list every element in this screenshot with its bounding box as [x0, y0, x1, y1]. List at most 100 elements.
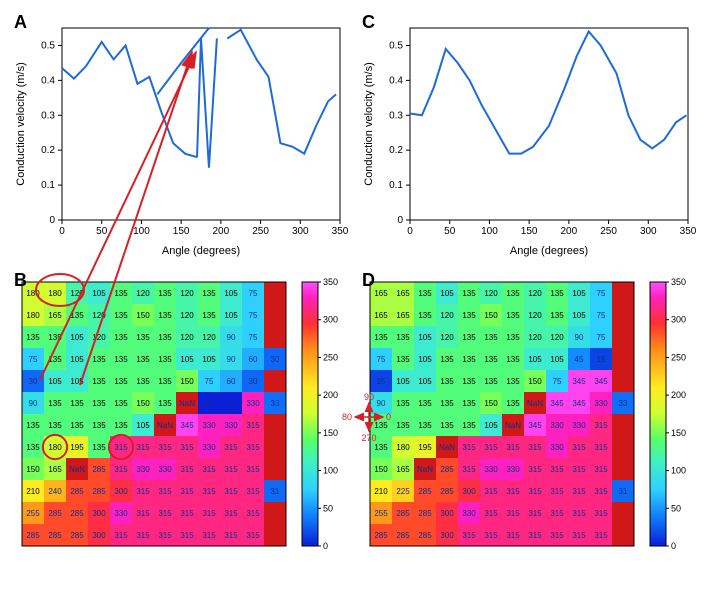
svg-text:150: 150 — [180, 377, 194, 386]
svg-text:120: 120 — [528, 289, 542, 298]
svg-text:135: 135 — [158, 333, 172, 342]
svg-text:135: 135 — [506, 289, 520, 298]
svg-text:315: 315 — [528, 531, 542, 540]
svg-text:105: 105 — [202, 355, 216, 364]
svg-text:135: 135 — [114, 355, 128, 364]
svg-text:Conduction velocity (m/s): Conduction velocity (m/s) — [363, 62, 375, 186]
svg-text:NaN: NaN — [179, 399, 195, 408]
svg-text:315: 315 — [550, 531, 564, 540]
svg-text:150: 150 — [528, 377, 542, 386]
svg-text:315: 315 — [202, 487, 216, 496]
svg-text:285: 285 — [70, 509, 84, 518]
svg-text:315: 315 — [594, 487, 608, 496]
svg-text:105: 105 — [136, 421, 150, 430]
svg-text:200: 200 — [561, 226, 578, 237]
svg-text:315: 315 — [572, 465, 586, 474]
svg-text:285: 285 — [26, 531, 40, 540]
svg-text:180: 180 — [26, 311, 40, 320]
panel-d-label: D — [362, 270, 375, 291]
svg-text:31: 31 — [271, 487, 280, 496]
svg-text:285: 285 — [70, 531, 84, 540]
svg-text:250: 250 — [252, 226, 269, 237]
svg-text:315: 315 — [136, 531, 150, 540]
svg-text:315: 315 — [572, 487, 586, 496]
panel-c-chart: 05010015020025030035000.10.20.30.40.5Ang… — [358, 10, 698, 260]
svg-text:0: 0 — [229, 399, 234, 408]
svg-text:350: 350 — [323, 277, 338, 287]
svg-text:135: 135 — [506, 377, 520, 386]
svg-text:315: 315 — [180, 509, 194, 518]
svg-text:315: 315 — [550, 465, 564, 474]
svg-text:210: 210 — [26, 487, 40, 496]
svg-text:180: 180 — [48, 443, 62, 452]
svg-text:90: 90 — [29, 399, 38, 408]
svg-text:Conduction velocity (m/s): Conduction velocity (m/s) — [15, 62, 27, 186]
svg-text:135: 135 — [70, 399, 84, 408]
svg-text:135: 135 — [440, 399, 454, 408]
svg-text:135: 135 — [202, 311, 216, 320]
compass-icon: 902701800 — [342, 390, 396, 444]
svg-text:315: 315 — [202, 465, 216, 474]
svg-text:285: 285 — [48, 509, 62, 518]
svg-text:0.4: 0.4 — [41, 75, 55, 86]
svg-text:315: 315 — [484, 443, 498, 452]
svg-text:0: 0 — [59, 226, 65, 237]
svg-text:120: 120 — [180, 311, 194, 320]
svg-text:315: 315 — [158, 487, 172, 496]
svg-text:330: 330 — [202, 421, 216, 430]
svg-text:135: 135 — [92, 421, 106, 430]
svg-text:135: 135 — [48, 421, 62, 430]
svg-text:135: 135 — [114, 421, 128, 430]
svg-text:75: 75 — [597, 289, 606, 298]
svg-text:300: 300 — [292, 226, 309, 237]
svg-text:330: 330 — [484, 465, 498, 474]
svg-text:105: 105 — [224, 289, 238, 298]
svg-text:250: 250 — [600, 226, 617, 237]
svg-text:120: 120 — [550, 333, 564, 342]
svg-text:105: 105 — [440, 289, 454, 298]
svg-text:150: 150 — [671, 428, 686, 438]
svg-text:300: 300 — [640, 226, 657, 237]
svg-text:315: 315 — [180, 487, 194, 496]
svg-text:NaN: NaN — [69, 465, 85, 474]
svg-text:315: 315 — [180, 465, 194, 474]
svg-text:135: 135 — [462, 333, 476, 342]
svg-text:285: 285 — [374, 531, 388, 540]
svg-text:135: 135 — [418, 399, 432, 408]
svg-text:315: 315 — [506, 487, 520, 496]
svg-text:255: 255 — [26, 509, 40, 518]
svg-text:45: 45 — [575, 355, 584, 364]
svg-text:31: 31 — [619, 487, 628, 496]
svg-text:105: 105 — [180, 355, 194, 364]
panel-b-heatmap: 1801801201051351201351201351057518016513… — [10, 268, 350, 588]
svg-text:135: 135 — [202, 289, 216, 298]
svg-text:135: 135 — [418, 311, 432, 320]
svg-text:50: 50 — [96, 226, 108, 237]
svg-text:NaN: NaN — [505, 421, 521, 430]
svg-text:60: 60 — [249, 355, 258, 364]
svg-text:50: 50 — [671, 503, 681, 513]
svg-text:135: 135 — [114, 333, 128, 342]
svg-text:60: 60 — [227, 377, 236, 386]
svg-text:NaN: NaN — [527, 399, 543, 408]
svg-text:0.1: 0.1 — [389, 180, 403, 191]
svg-text:135: 135 — [462, 377, 476, 386]
svg-text:135: 135 — [48, 333, 62, 342]
svg-text:315: 315 — [158, 509, 172, 518]
svg-text:135: 135 — [158, 289, 172, 298]
svg-text:345: 345 — [594, 377, 608, 386]
svg-text:Angle (degrees): Angle (degrees) — [162, 245, 240, 257]
svg-text:135: 135 — [462, 421, 476, 430]
svg-text:135: 135 — [114, 289, 128, 298]
svg-text:105: 105 — [48, 377, 62, 386]
svg-text:315: 315 — [528, 509, 542, 518]
svg-text:105: 105 — [70, 333, 84, 342]
svg-text:300: 300 — [323, 315, 338, 325]
svg-text:150: 150 — [136, 399, 150, 408]
svg-text:200: 200 — [213, 226, 230, 237]
svg-text:350: 350 — [332, 226, 349, 237]
svg-text:195: 195 — [418, 443, 432, 452]
svg-text:315: 315 — [528, 487, 542, 496]
svg-text:345: 345 — [180, 421, 194, 430]
svg-text:315: 315 — [528, 443, 542, 452]
